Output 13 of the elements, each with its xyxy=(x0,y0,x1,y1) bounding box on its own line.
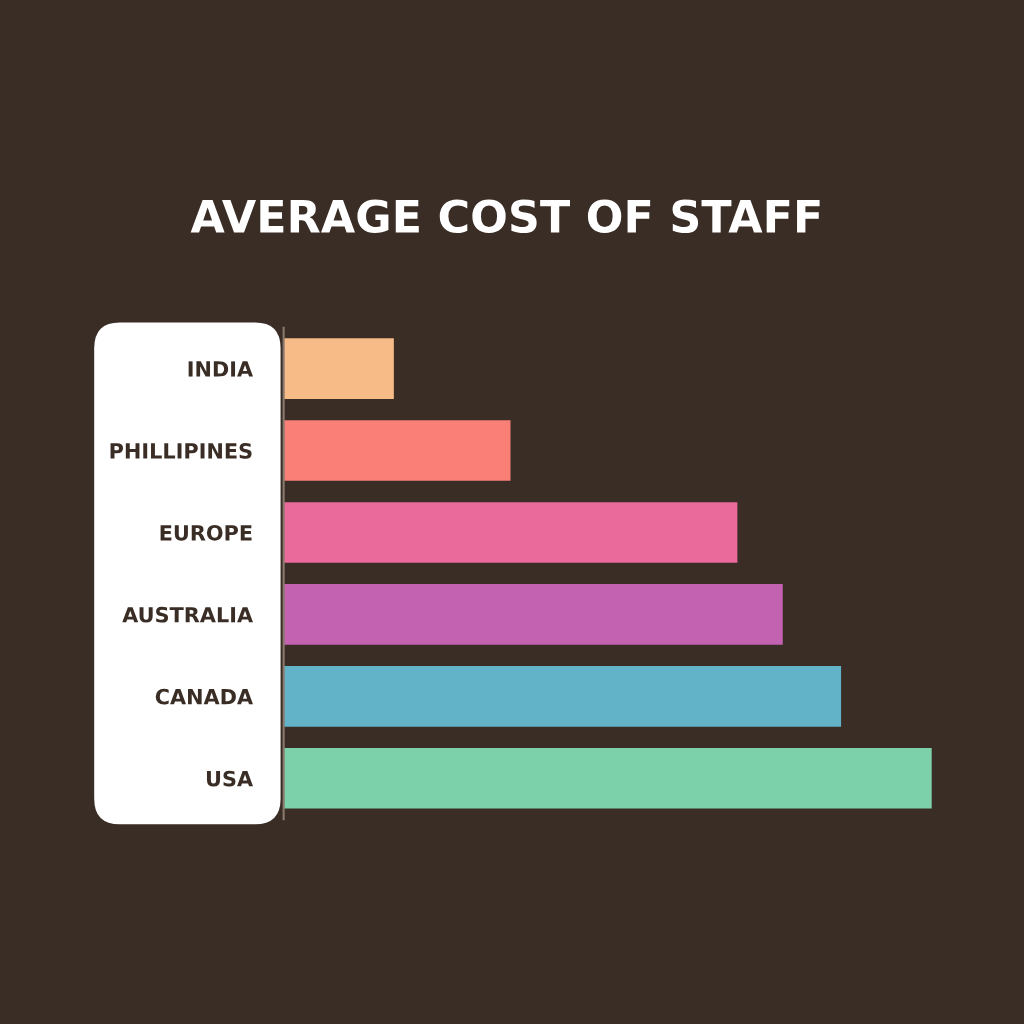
bar xyxy=(283,420,511,481)
bar xyxy=(283,584,783,645)
y-tick-label: PHILLIPINES xyxy=(110,443,252,459)
y-tick-label: INDIA xyxy=(188,361,253,377)
y-tick-label: CANADA xyxy=(155,688,253,705)
bar xyxy=(283,338,394,399)
y-tick-label: AUSTRALIA xyxy=(122,606,253,623)
bar xyxy=(283,502,738,563)
chart-title: AVERAGE COST OF STAFF xyxy=(190,199,820,234)
bar xyxy=(283,666,842,727)
bar xyxy=(283,747,932,809)
y-tick-label: EUROPE xyxy=(160,524,252,541)
y-tick-label: USA xyxy=(206,770,253,787)
